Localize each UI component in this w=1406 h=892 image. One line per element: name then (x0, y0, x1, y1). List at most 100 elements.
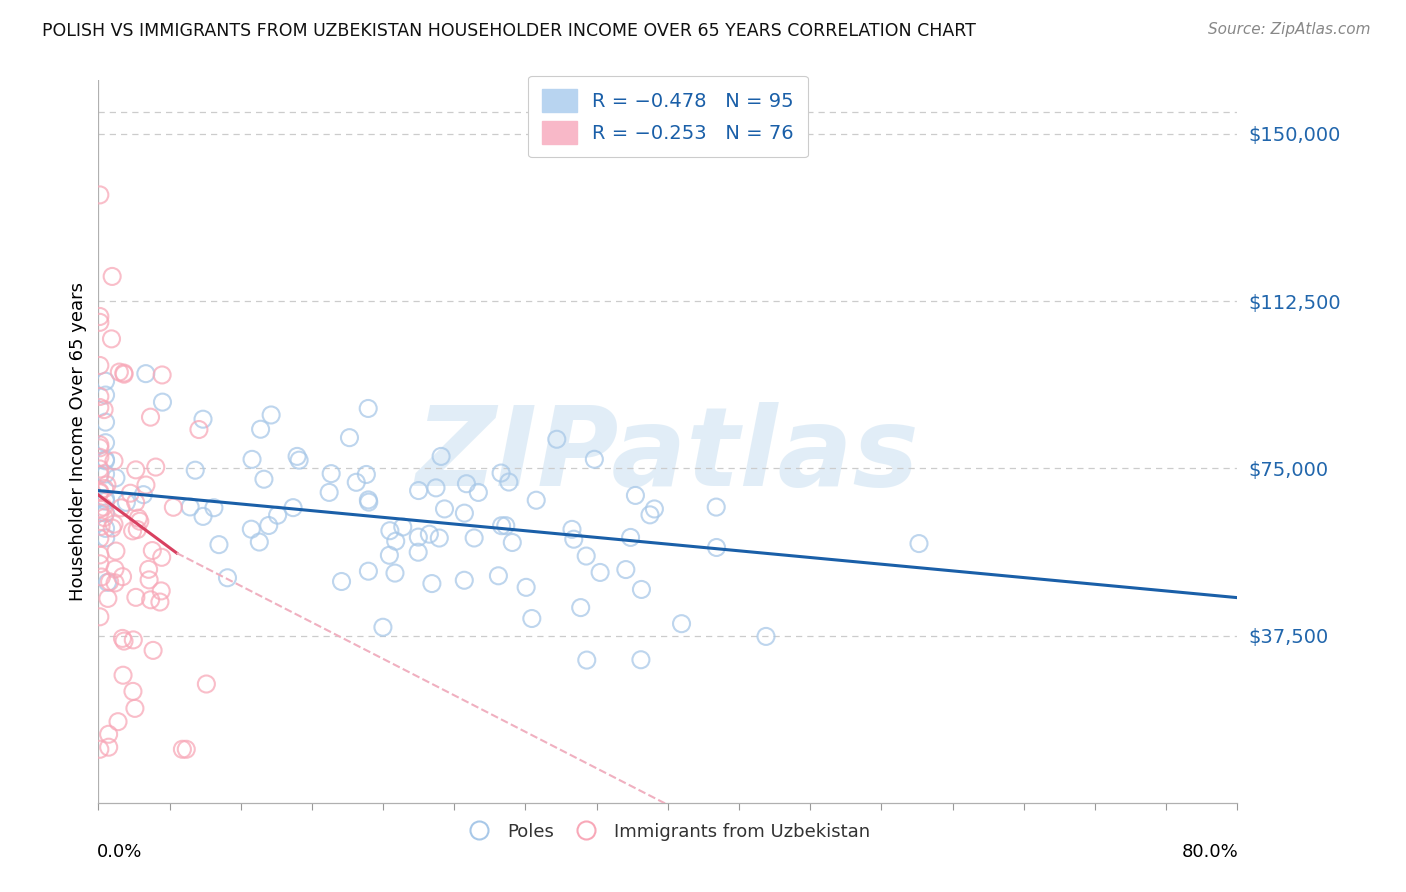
Text: 80.0%: 80.0% (1181, 843, 1239, 861)
Point (93, 482, 115, 496)
Point (89, 742, 111, 756)
Point (101, 521, 124, 535)
Point (643, 502, 665, 516)
Point (89, 310, 111, 324)
Point (524, 493, 547, 508)
Point (491, 518, 513, 533)
Text: ZIPatlas: ZIPatlas (416, 402, 920, 509)
Point (89, 557, 111, 571)
Point (94, 374, 117, 388)
Point (162, 500, 184, 515)
Point (94, 452, 117, 467)
Point (127, 523, 149, 537)
Point (378, 524, 401, 538)
Point (174, 742, 197, 756)
Point (135, 478, 157, 492)
Point (706, 541, 728, 555)
Point (120, 486, 142, 500)
Point (624, 488, 647, 502)
Point (408, 483, 430, 498)
Legend: Poles, Immigrants from Uzbekistan: Poles, Immigrants from Uzbekistan (458, 815, 877, 848)
Point (98, 574, 121, 589)
Point (89, 188, 111, 202)
Point (546, 432, 568, 446)
Point (619, 530, 641, 544)
Point (94, 506, 117, 520)
Point (97, 575, 120, 590)
Point (184, 463, 207, 477)
Point (908, 536, 931, 550)
Point (704, 500, 727, 514)
Point (89, 485, 111, 500)
Point (89, 390, 111, 404)
Point (288, 453, 311, 467)
Point (124, 495, 146, 509)
Point (103, 454, 125, 468)
Point (562, 532, 585, 546)
Point (583, 452, 606, 467)
Point (110, 500, 132, 515)
Point (89, 548, 111, 562)
Point (344, 475, 367, 490)
Point (107, 714, 129, 729)
Point (89, 315, 111, 329)
Point (260, 408, 283, 422)
Point (420, 576, 443, 591)
Point (97, 727, 120, 741)
Point (247, 535, 270, 549)
Point (378, 548, 401, 562)
Point (520, 611, 543, 625)
Point (149, 595, 172, 609)
Point (93, 510, 115, 524)
Point (145, 460, 167, 475)
Point (266, 508, 288, 523)
Point (371, 620, 394, 634)
Point (89, 467, 111, 482)
Point (141, 543, 163, 558)
Point (575, 549, 598, 563)
Point (112, 366, 135, 380)
Point (89, 532, 111, 546)
Point (111, 632, 134, 646)
Point (630, 582, 652, 597)
Y-axis label: Householder Income Over 65 years: Householder Income Over 65 years (69, 282, 87, 601)
Point (575, 653, 598, 667)
Point (112, 367, 135, 381)
Point (357, 492, 380, 507)
Point (463, 531, 485, 545)
Point (125, 591, 148, 605)
Point (356, 467, 378, 482)
Point (671, 616, 693, 631)
Point (138, 562, 160, 576)
Point (111, 570, 134, 584)
Point (96, 478, 118, 492)
Point (179, 500, 201, 514)
Point (112, 634, 135, 648)
Point (638, 508, 661, 522)
Point (501, 535, 523, 549)
Point (94, 521, 117, 535)
Point (569, 600, 592, 615)
Point (561, 522, 583, 536)
Point (357, 401, 380, 416)
Point (187, 423, 209, 437)
Point (89, 506, 111, 520)
Point (495, 518, 517, 533)
Point (208, 538, 231, 552)
Point (93, 500, 115, 514)
Point (104, 562, 127, 576)
Point (253, 472, 276, 486)
Point (489, 466, 512, 480)
Point (467, 485, 489, 500)
Point (152, 395, 174, 409)
Point (90, 519, 112, 533)
Point (257, 518, 280, 533)
Point (104, 575, 127, 590)
Point (103, 517, 125, 532)
Point (94, 467, 117, 481)
Point (121, 524, 143, 538)
Point (249, 422, 271, 436)
Point (89, 484, 111, 499)
Point (94, 388, 117, 402)
Point (406, 545, 429, 559)
